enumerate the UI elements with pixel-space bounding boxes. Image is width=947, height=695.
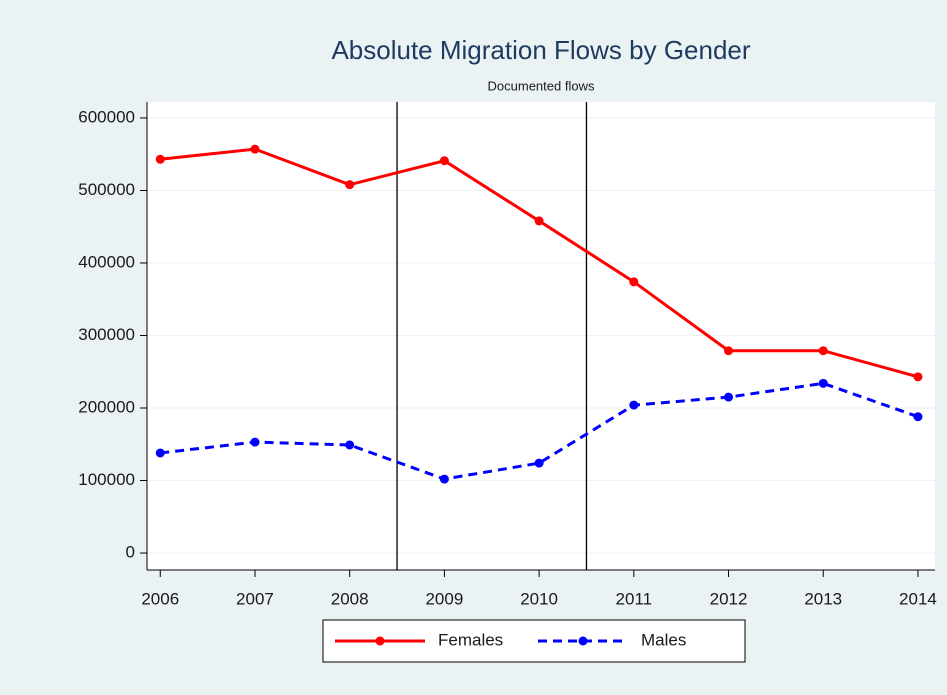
point — [534, 458, 544, 468]
x-tick-label: 2013 — [804, 589, 842, 608]
point — [250, 144, 260, 154]
legend-label: Females — [438, 630, 503, 649]
x-tick-label: 2009 — [425, 589, 463, 608]
point — [913, 372, 923, 382]
legend-label: Males — [641, 630, 686, 649]
point — [155, 154, 165, 164]
x-tick-label: 2007 — [236, 589, 274, 608]
point — [345, 180, 355, 190]
point — [439, 474, 449, 484]
point — [439, 156, 449, 166]
x-tick-label: 2010 — [520, 589, 558, 608]
y-tick-label: 0 — [126, 543, 135, 562]
point — [155, 448, 165, 458]
y-tick-label: 400000 — [78, 252, 135, 271]
series-line — [160, 381, 919, 481]
point — [724, 346, 734, 356]
point — [818, 346, 828, 356]
chart-title: Absolute Migration Flows by Gender — [331, 35, 750, 65]
chart-subtitle: Documented flows — [488, 78, 595, 93]
point — [534, 216, 544, 226]
x-tick-label: 2011 — [616, 589, 653, 608]
legend-marker — [375, 636, 385, 646]
y-tick-label: 500000 — [78, 180, 135, 199]
point — [345, 440, 355, 450]
x-tick-label: 2006 — [141, 589, 179, 608]
point — [629, 277, 639, 287]
point — [724, 392, 734, 402]
y-tick-label: 300000 — [78, 325, 135, 344]
point — [818, 378, 828, 388]
point — [913, 412, 923, 422]
y-tick-label: 200000 — [78, 397, 135, 416]
legend-marker — [578, 636, 588, 646]
x-tick-label: 2012 — [710, 589, 748, 608]
x-tick-label: 2008 — [331, 589, 369, 608]
y-tick-label: 100000 — [78, 470, 135, 489]
point — [250, 437, 260, 447]
y-tick-label: 600000 — [78, 107, 135, 126]
point — [629, 400, 639, 410]
plot-area — [147, 102, 935, 570]
x-tick-label: 2014 — [899, 589, 937, 608]
